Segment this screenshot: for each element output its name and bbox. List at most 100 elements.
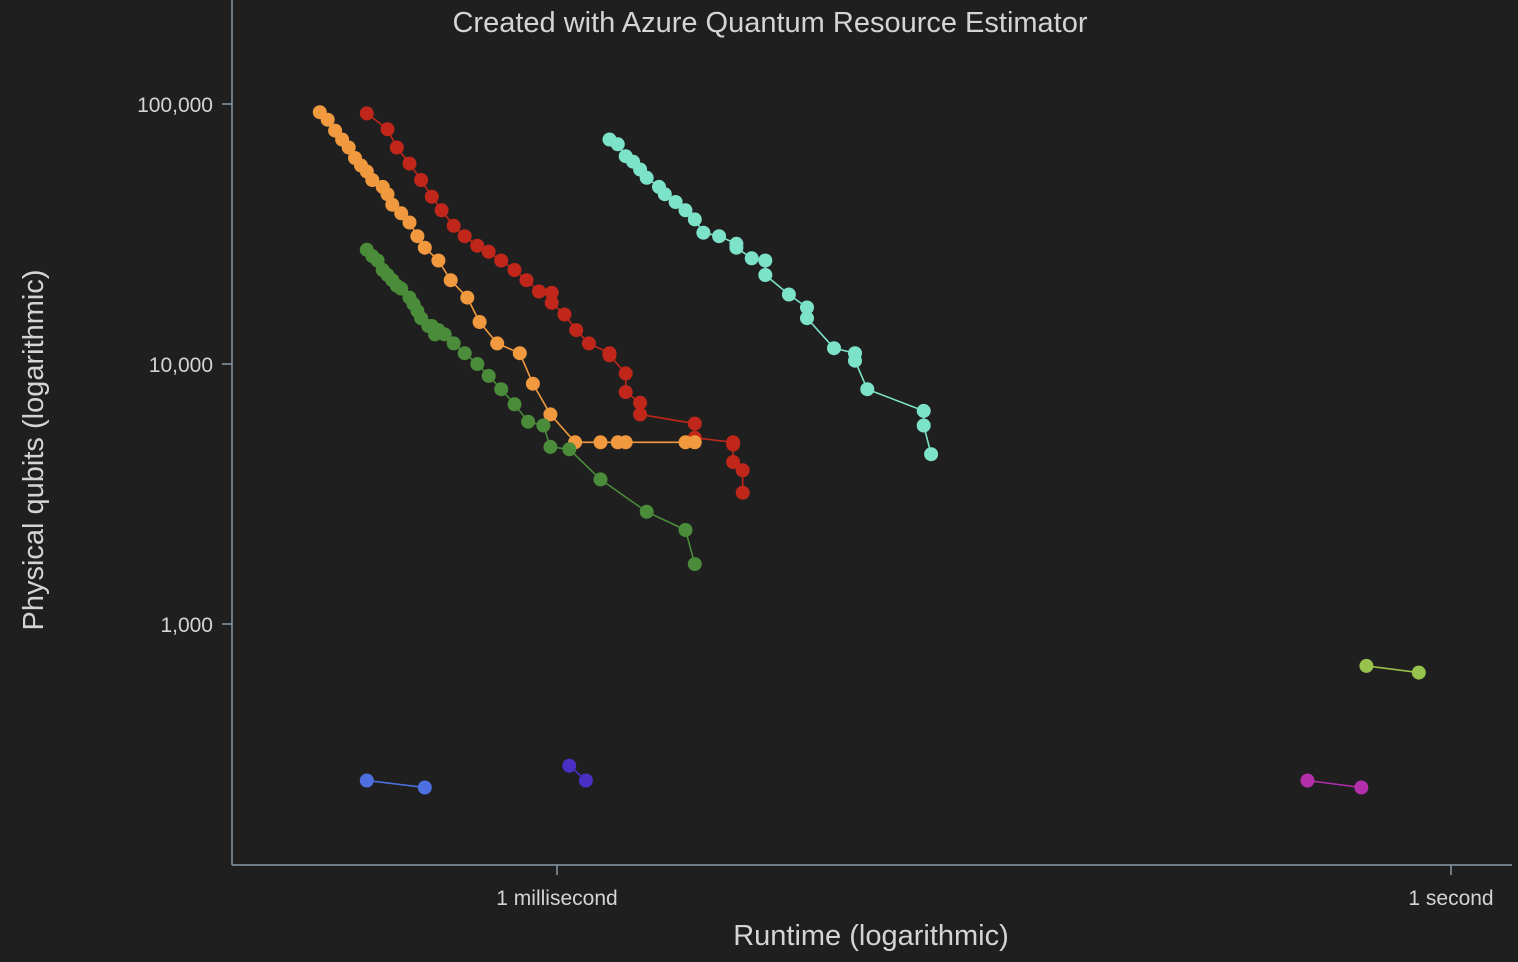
data-point[interactable] [417, 240, 432, 255]
data-point[interactable] [494, 253, 509, 268]
data-point[interactable] [424, 189, 439, 204]
data-point[interactable] [359, 773, 374, 788]
data-point[interactable] [512, 346, 527, 361]
data-point[interactable] [687, 416, 702, 431]
data-point[interactable] [860, 382, 875, 397]
data-point[interactable] [434, 203, 449, 218]
data-point[interactable] [457, 346, 472, 361]
data-point[interactable] [365, 173, 380, 187]
data-point[interactable] [481, 368, 496, 383]
data-point[interactable] [320, 112, 335, 127]
data-point[interactable] [744, 251, 759, 266]
data-point[interactable] [668, 195, 683, 209]
data-point[interactable] [687, 212, 702, 227]
data-point[interactable] [593, 435, 608, 450]
data-point[interactable] [536, 418, 551, 433]
data-point[interactable] [726, 455, 741, 469]
data-point[interactable] [593, 472, 608, 487]
data-point[interactable] [678, 523, 693, 537]
data-point[interactable] [916, 418, 931, 433]
data-point[interactable] [385, 197, 400, 212]
data-point[interactable] [800, 311, 814, 326]
data-point[interactable] [678, 203, 693, 218]
data-point[interactable] [639, 504, 654, 519]
data-point[interactable] [402, 215, 417, 230]
data-point[interactable] [521, 414, 536, 429]
data-point[interactable] [1411, 665, 1426, 680]
data-point[interactable] [494, 382, 509, 397]
data-point[interactable] [341, 140, 356, 155]
data-point[interactable] [543, 439, 558, 454]
data-point[interactable] [543, 407, 558, 422]
data-point[interactable] [544, 285, 559, 300]
data-point[interactable] [800, 300, 814, 315]
series-line [1366, 665, 1419, 674]
data-point[interactable] [481, 244, 496, 259]
data-point[interactable] [472, 315, 487, 329]
data-point[interactable] [417, 780, 432, 795]
data-point[interactable] [735, 485, 750, 500]
data-point[interactable] [916, 403, 931, 418]
data-point[interactable] [402, 156, 417, 171]
data-point[interactable] [639, 170, 654, 185]
x-axis-title: Runtime (logarithmic) [733, 920, 1009, 952]
data-point[interactable] [394, 206, 409, 221]
data-point[interactable] [519, 273, 534, 288]
data-point[interactable] [460, 290, 475, 305]
data-point[interactable] [687, 557, 702, 572]
data-point[interactable] [578, 773, 593, 788]
data-point[interactable] [633, 395, 648, 410]
data-point[interactable] [1300, 773, 1315, 788]
data-point[interactable] [758, 268, 773, 282]
data-point[interactable] [726, 437, 741, 452]
data-point[interactable] [610, 137, 625, 152]
data-point[interactable] [443, 273, 458, 288]
data-point[interactable] [848, 353, 862, 368]
data-point[interactable] [618, 435, 633, 450]
data-point[interactable] [1359, 658, 1374, 673]
data-point[interactable] [507, 397, 522, 412]
data-point[interactable] [696, 225, 711, 240]
data-point[interactable] [827, 341, 841, 356]
data-point[interactable] [380, 122, 395, 137]
data-point[interactable] [446, 218, 461, 233]
data-point[interactable] [924, 447, 939, 462]
data-point[interactable] [781, 287, 796, 302]
data-point[interactable] [562, 442, 577, 457]
series-7 [1359, 658, 1426, 680]
data-point[interactable] [729, 240, 744, 255]
data-point[interactable] [431, 253, 446, 268]
data-point[interactable] [618, 366, 633, 381]
data-point[interactable] [735, 463, 750, 478]
data-point[interactable] [437, 327, 452, 342]
data-point[interactable] [470, 238, 485, 253]
data-point[interactable] [410, 229, 425, 244]
data-point[interactable] [457, 229, 472, 244]
data-point[interactable] [618, 385, 633, 400]
data-point[interactable] [562, 758, 577, 773]
data-point[interactable] [359, 106, 374, 121]
data-point[interactable] [544, 295, 559, 310]
data-point[interactable] [525, 376, 540, 391]
data-point[interactable] [712, 229, 727, 244]
data-point[interactable] [446, 336, 461, 351]
data-point[interactable] [389, 140, 404, 155]
data-point[interactable] [557, 307, 572, 322]
data-point[interactable] [602, 348, 617, 363]
data-point[interactable] [581, 336, 596, 351]
data-point[interactable] [657, 187, 672, 202]
data-point[interactable] [380, 187, 395, 202]
data-point[interactable] [1354, 780, 1369, 795]
data-point[interactable] [470, 357, 485, 371]
data-point[interactable] [532, 284, 546, 299]
data-point[interactable] [414, 173, 429, 187]
data-point[interactable] [633, 407, 648, 422]
data-point[interactable] [507, 263, 522, 277]
data-point[interactable] [394, 281, 409, 296]
data-point[interactable] [687, 435, 702, 450]
series-2 [602, 132, 939, 462]
data-point[interactable] [569, 323, 584, 338]
data-point[interactable] [490, 336, 505, 351]
data-point[interactable] [758, 253, 773, 268]
